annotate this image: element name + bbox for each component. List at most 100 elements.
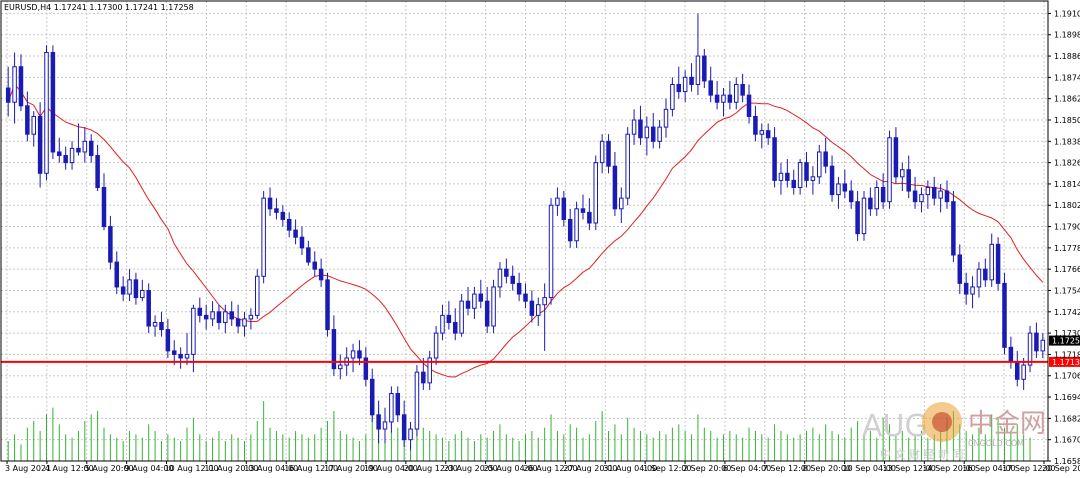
candle-body <box>184 353 190 359</box>
y-tick-label: 1.17900 <box>1054 223 1080 232</box>
x-tick-label: 11 Aug 20:00 <box>204 464 258 473</box>
candle-body <box>772 137 777 181</box>
candle-body <box>727 94 733 103</box>
moving-average-line <box>7 83 1044 378</box>
candle-body <box>95 155 100 188</box>
candle-body <box>944 190 950 203</box>
candle-body <box>900 169 905 178</box>
candle-body <box>836 183 841 196</box>
candle-body <box>548 204 554 299</box>
x-tick-label: 25 Aug 04:00 <box>484 464 538 473</box>
x-tick-label: 20 Sep 20:00 <box>1042 464 1080 473</box>
y-tick-label: 1.17660 <box>1054 265 1080 274</box>
candle-body <box>18 66 24 107</box>
candle-body <box>970 286 975 295</box>
candle-body <box>861 197 867 235</box>
candle-body <box>785 172 790 181</box>
candle-body <box>759 130 765 135</box>
candle-body <box>82 140 88 153</box>
candle-body <box>561 197 567 220</box>
candle-body <box>267 197 273 210</box>
candle-body <box>721 94 726 103</box>
candle-body <box>842 183 848 192</box>
candle-body <box>312 261 318 270</box>
y-tick-label: 1.18500 <box>1054 116 1080 125</box>
horizontal-line[interactable]: 1.17138 <box>1 356 1080 367</box>
candle-body <box>829 165 835 196</box>
candle-body <box>887 137 892 203</box>
candle-body <box>644 126 650 139</box>
y-tick-label: 1.18140 <box>1054 180 1080 189</box>
candle-body <box>88 140 94 157</box>
candle-body <box>114 261 120 288</box>
x-tick-label: 1 Sep 12:00 <box>643 464 691 473</box>
candle-body <box>235 318 241 327</box>
volume-bars <box>7 401 1031 461</box>
candle-body <box>676 83 682 93</box>
candle-body <box>57 151 62 157</box>
candle-body <box>919 194 924 203</box>
candle-body <box>306 247 311 263</box>
candle-body <box>599 140 605 164</box>
x-tick-label: 16 Aug 12:00 <box>284 464 338 473</box>
y-tick-label: 1.17420 <box>1054 308 1080 317</box>
candle-body <box>650 126 656 142</box>
candle-body <box>976 268 982 288</box>
x-tick-label: 23 Aug 20:00 <box>444 464 498 473</box>
x-tick-label: 31 Aug 04:00 <box>603 464 657 473</box>
candle-body <box>446 314 452 323</box>
candle-body <box>695 55 701 85</box>
candle-body <box>459 300 464 334</box>
candle-body <box>638 119 643 139</box>
x-tick-label: 6 Sep 04:00 <box>723 464 771 473</box>
candle-body <box>261 197 266 277</box>
y-tick-label: 1.18380 <box>1054 137 1080 146</box>
candle-body <box>293 229 298 238</box>
y-tick-label: 1.16820 <box>1054 414 1080 423</box>
x-tick-label: 27 Aug 20:00 <box>563 464 617 473</box>
candle-body <box>670 83 675 110</box>
candle-body <box>587 211 592 224</box>
candle-body <box>427 357 432 384</box>
candle-body <box>1027 332 1033 366</box>
x-tick-label: 10 Aug 12:00 <box>165 464 219 473</box>
candle-body <box>5 87 11 103</box>
candle-body <box>472 293 477 309</box>
candle-body <box>133 279 139 299</box>
candle-body <box>593 162 599 224</box>
candle-body <box>983 268 988 281</box>
x-tick-label: 4 Aug 12:00 <box>45 464 94 473</box>
candle-body <box>203 314 209 320</box>
candle-body <box>606 140 611 167</box>
y-tick-label: 1.17060 <box>1054 372 1080 381</box>
candle-body <box>804 162 809 181</box>
candle-body <box>753 115 758 135</box>
candle-body <box>171 350 177 355</box>
candle-body <box>433 332 439 359</box>
x-tick-label: 14 Sep 20:00 <box>922 464 975 473</box>
x-tick-label: 5 Aug 20:00 <box>85 464 134 473</box>
candle-body <box>855 201 860 235</box>
candle-body <box>248 314 254 320</box>
candle-body <box>401 414 407 441</box>
candle-body <box>529 300 535 316</box>
candle-body <box>951 201 956 256</box>
y-tick-label: 1.18260 <box>1054 159 1080 168</box>
candle-body <box>740 83 745 96</box>
candle-body <box>280 211 286 220</box>
candle-body <box>797 162 803 188</box>
candle-body <box>382 421 388 430</box>
candle-body <box>504 268 509 277</box>
candle-body <box>823 151 828 167</box>
x-tick-label: 10 Sep 04:00 <box>843 464 896 473</box>
candle-body <box>44 52 49 174</box>
y-tick-label: 1.18020 <box>1054 201 1080 210</box>
candle-body <box>912 190 918 203</box>
candle-body <box>817 151 822 178</box>
candle-body <box>631 119 637 135</box>
candle-body <box>37 115 43 174</box>
hline-price-label: 1.17138 <box>1052 358 1080 367</box>
y-tick-label: 1.19100 <box>1054 9 1080 18</box>
